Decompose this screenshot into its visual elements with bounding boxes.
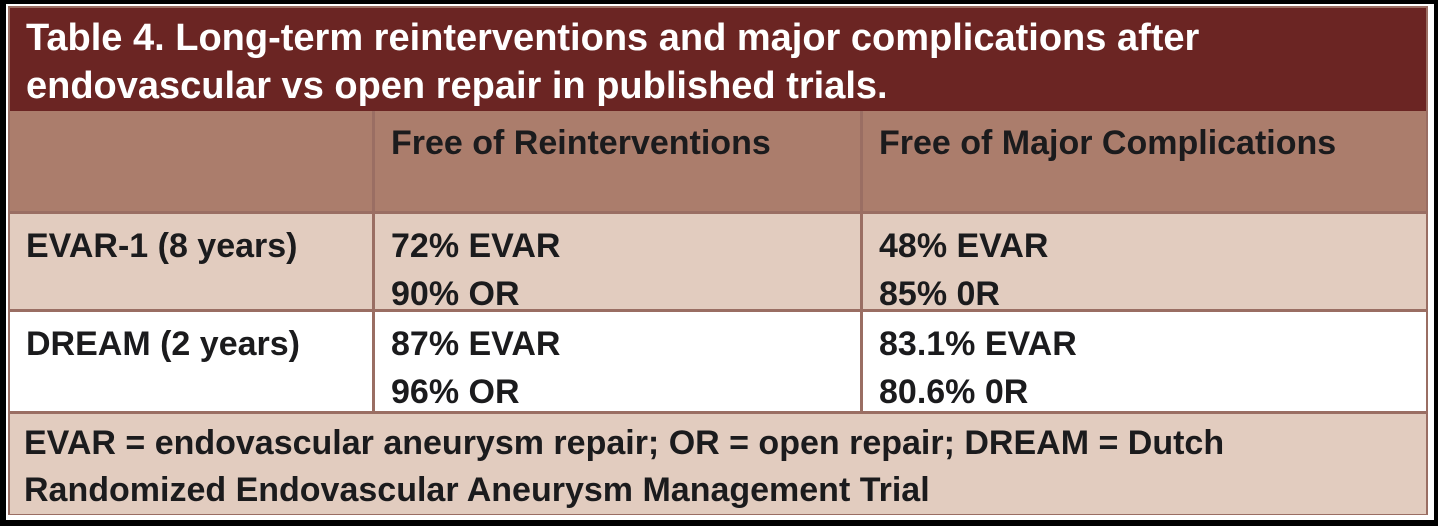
dream-complications-cell: 83.1% EVAR 80.6% 0R: [860, 312, 1426, 416]
evar1-reinterventions-cell: 72% EVAR 90% OR: [372, 214, 860, 318]
dream-reinterventions-or-value: 96% OR: [391, 373, 520, 411]
evar1-complications-or-value: 85% 0R: [879, 275, 1000, 313]
table-title: Table 4. Long-term reinterventions and m…: [10, 8, 1426, 111]
table-row-evar1: EVAR-1 (8 years) 72% EVAR 90% OR 48% EVA…: [10, 211, 1426, 318]
figure-mat: Table 4. Long-term reinterventions and m…: [6, 4, 1434, 520]
dream-reinterventions-cell: 87% EVAR 96% OR: [372, 312, 860, 416]
reinterventions-table: Table 4. Long-term reinterventions and m…: [8, 6, 1428, 515]
column-header-empty: [10, 111, 372, 211]
evar1-complications-evar-value: 48% EVAR: [879, 227, 1049, 265]
dream-complications-or-value: 80.6% 0R: [879, 373, 1029, 411]
row-label-evar1: EVAR-1 (8 years): [26, 227, 298, 265]
evar1-complications-cell: 48% EVAR 85% 0R: [860, 214, 1426, 318]
row-label-dream: DREAM (2 years): [26, 325, 300, 363]
table-footnote: EVAR = endovascular aneurysm repair; OR …: [10, 411, 1426, 514]
evar1-reinterventions-or-value: 90% OR: [391, 275, 520, 313]
dream-complications-evar-value: 83.1% EVAR: [879, 325, 1077, 363]
dream-reinterventions-evar-value: 87% EVAR: [391, 325, 561, 363]
table-row-dream: DREAM (2 years) 87% EVAR 96% OR 83.1% EV…: [10, 309, 1426, 416]
evar1-reinterventions-evar-value: 72% EVAR: [391, 227, 561, 265]
column-header-free-of-major-complications: Free of Major Complications: [860, 111, 1426, 211]
column-header-free-of-reinterventions: Free of Reinterventions: [372, 111, 860, 211]
column-header-row: Free of Reinterventions Free of Major Co…: [10, 111, 1426, 211]
